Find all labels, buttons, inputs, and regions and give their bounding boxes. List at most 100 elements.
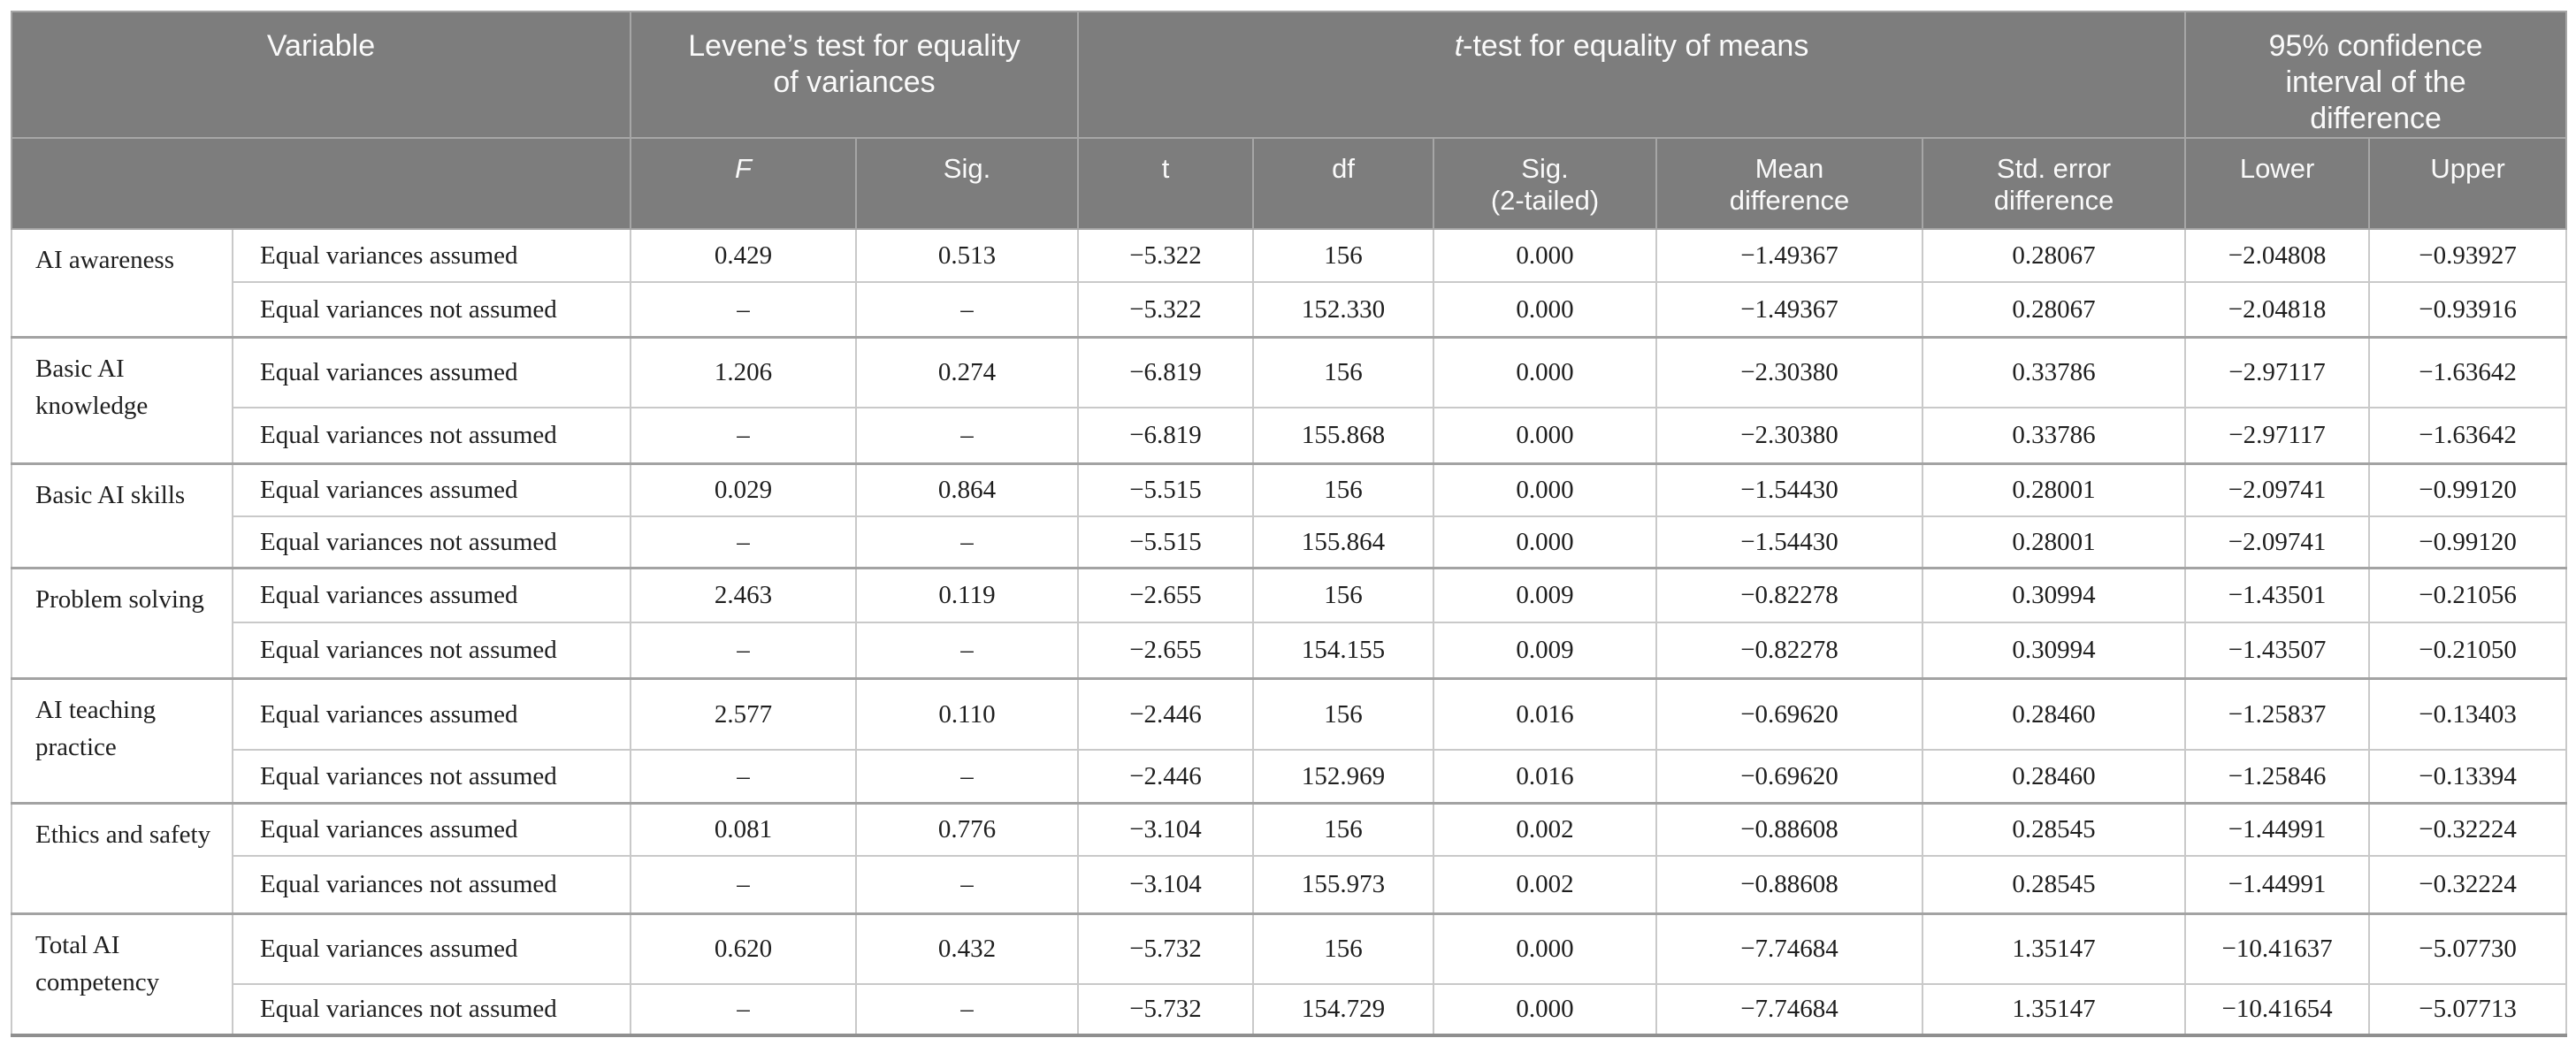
value-cell: −0.82278 [1655,622,1924,680]
value-cell: 2.463 [630,566,858,624]
variable-cell: Ethics and safety [11,801,233,915]
value-cell: 0.33786 [1922,335,2187,409]
value-cell: 0.000 [1433,407,1658,465]
variable-cell: Basic AI knowledge [11,335,233,465]
value-cell: −2.30380 [1655,407,1924,465]
value-cell: 0.28545 [1922,801,2187,858]
value-cell: – [855,515,1080,569]
assumption-cell: Equal variances not assumed [231,281,632,339]
value-cell: −1.63642 [2368,335,2568,409]
value-cell: −2.30380 [1655,335,1924,409]
value-cell: – [630,622,858,680]
value-cell: – [630,983,858,1038]
value-cell: −1.54430 [1655,515,1924,569]
value-cell: −5.515 [1077,462,1255,518]
value-cell: −1.43507 [2184,622,2371,680]
value-cell: – [855,749,1080,805]
value-cell: −6.819 [1077,335,1255,409]
value-cell: −2.09741 [2184,462,2371,518]
value-cell: 0.000 [1433,228,1658,284]
value-cell: 1.206 [630,335,858,409]
value-cell: −7.74684 [1655,912,1924,986]
assumption-cell: Equal variances assumed [231,228,632,284]
value-cell: 156 [1252,676,1435,752]
assumption-cell: Equal variances assumed [231,676,632,752]
col-header-t: t [1077,137,1255,231]
col-header-df: df [1252,137,1435,231]
assumption-cell: Equal variances assumed [231,335,632,409]
value-cell: 0.30994 [1922,566,2187,624]
table-row: Basic AI knowledge Equal variances assume… [11,335,2568,465]
variable-cell: Problem solving [11,566,233,680]
table-row: AI awareness Equal variances assumed 0.429… [11,228,2568,339]
assumption-cell: Equal variances not assumed [231,749,632,805]
value-cell: −0.69620 [1655,676,1924,752]
value-cell: −0.21050 [2368,622,2568,680]
col-header-mean-difference: Mean difference [1655,137,1924,231]
value-cell: −2.655 [1077,622,1255,680]
value-cell: 0.002 [1433,801,1658,858]
value-cell: −0.99120 [2368,515,2568,569]
value-cell: 0.000 [1433,912,1658,986]
value-cell: −2.04818 [2184,281,2371,339]
assumption-cell: Equal variances not assumed [231,515,632,569]
value-cell: 0.28067 [1922,228,2187,284]
assumption-cell: Equal variances assumed [231,912,632,986]
value-cell: 0.28001 [1922,515,2187,569]
value-cell: −5.732 [1077,912,1255,986]
value-cell: 0.432 [855,912,1080,986]
value-cell: −3.104 [1077,855,1255,915]
value-cell: 0.000 [1433,335,1658,409]
value-cell: −2.655 [1077,566,1255,624]
table-row: Ethics and safety Equal variances assumed… [11,801,2568,915]
col-header-levene-group: Levene’s test for equality of variances [630,10,1080,140]
table-body: AI awareness Equal variances assumed 0.429… [11,228,2568,1038]
assumption-cell: Equal variances assumed [231,566,632,624]
value-cell: 0.776 [855,801,1080,858]
value-cell: −0.88608 [1655,855,1924,915]
value-cell: 0.620 [630,912,858,986]
value-cell: −1.49367 [1655,228,1924,284]
table-row: AI teaching practice Equal variances assu… [11,676,2568,805]
assumption-cell: Equal variances not assumed [231,622,632,680]
value-cell: −0.32224 [2368,855,2568,915]
value-cell: 0.009 [1433,566,1658,624]
value-cell: – [630,515,858,569]
value-cell: −2.446 [1077,749,1255,805]
value-cell: −10.41654 [2184,983,2371,1038]
value-cell: 2.577 [630,676,858,752]
value-cell: −0.88608 [1655,801,1924,858]
value-cell: −2.04808 [2184,228,2371,284]
value-cell: 0.429 [630,228,858,284]
assumption-cell: Equal variances not assumed [231,407,632,465]
value-cell: 0.029 [630,462,858,518]
value-cell: – [855,855,1080,915]
variable-cell: AI teaching practice [11,676,233,805]
value-cell: – [855,281,1080,339]
value-cell: – [630,855,858,915]
value-cell: −0.21056 [2368,566,2568,624]
value-cell: 0.119 [855,566,1080,624]
value-cell: −0.99120 [2368,462,2568,518]
col-header-ttest-group: t-test for equality of means [1077,10,2187,140]
ttest-italic-t: t [1454,29,1464,63]
assumption-cell: Equal variances assumed [231,462,632,518]
value-cell: −1.25837 [2184,676,2371,752]
value-cell: 154.729 [1252,983,1435,1038]
value-cell: 1.35147 [1922,983,2187,1038]
value-cell: 0.30994 [1922,622,2187,680]
col-header-sig-2tailed: Sig. (2-tailed) [1433,137,1658,231]
value-cell: 0.274 [855,335,1080,409]
table-header: Variable Levene’s test for equality of v… [10,10,2568,231]
ttest-rest-label: -test for equality of means [1463,29,1809,63]
value-cell: −0.32224 [2368,801,2568,858]
value-cell: 0.081 [630,801,858,858]
value-cell: −5.07730 [2368,912,2568,986]
table-row: Equal variances not assumed – – −3.104 155.9… [11,855,2568,915]
value-cell: −1.25846 [2184,749,2371,805]
value-cell: – [855,407,1080,465]
value-cell: 0.000 [1433,281,1658,339]
value-cell: 0.28067 [1922,281,2187,339]
variable-cell: Basic AI skills [11,462,233,569]
col-header-variable: Variable [10,10,632,140]
